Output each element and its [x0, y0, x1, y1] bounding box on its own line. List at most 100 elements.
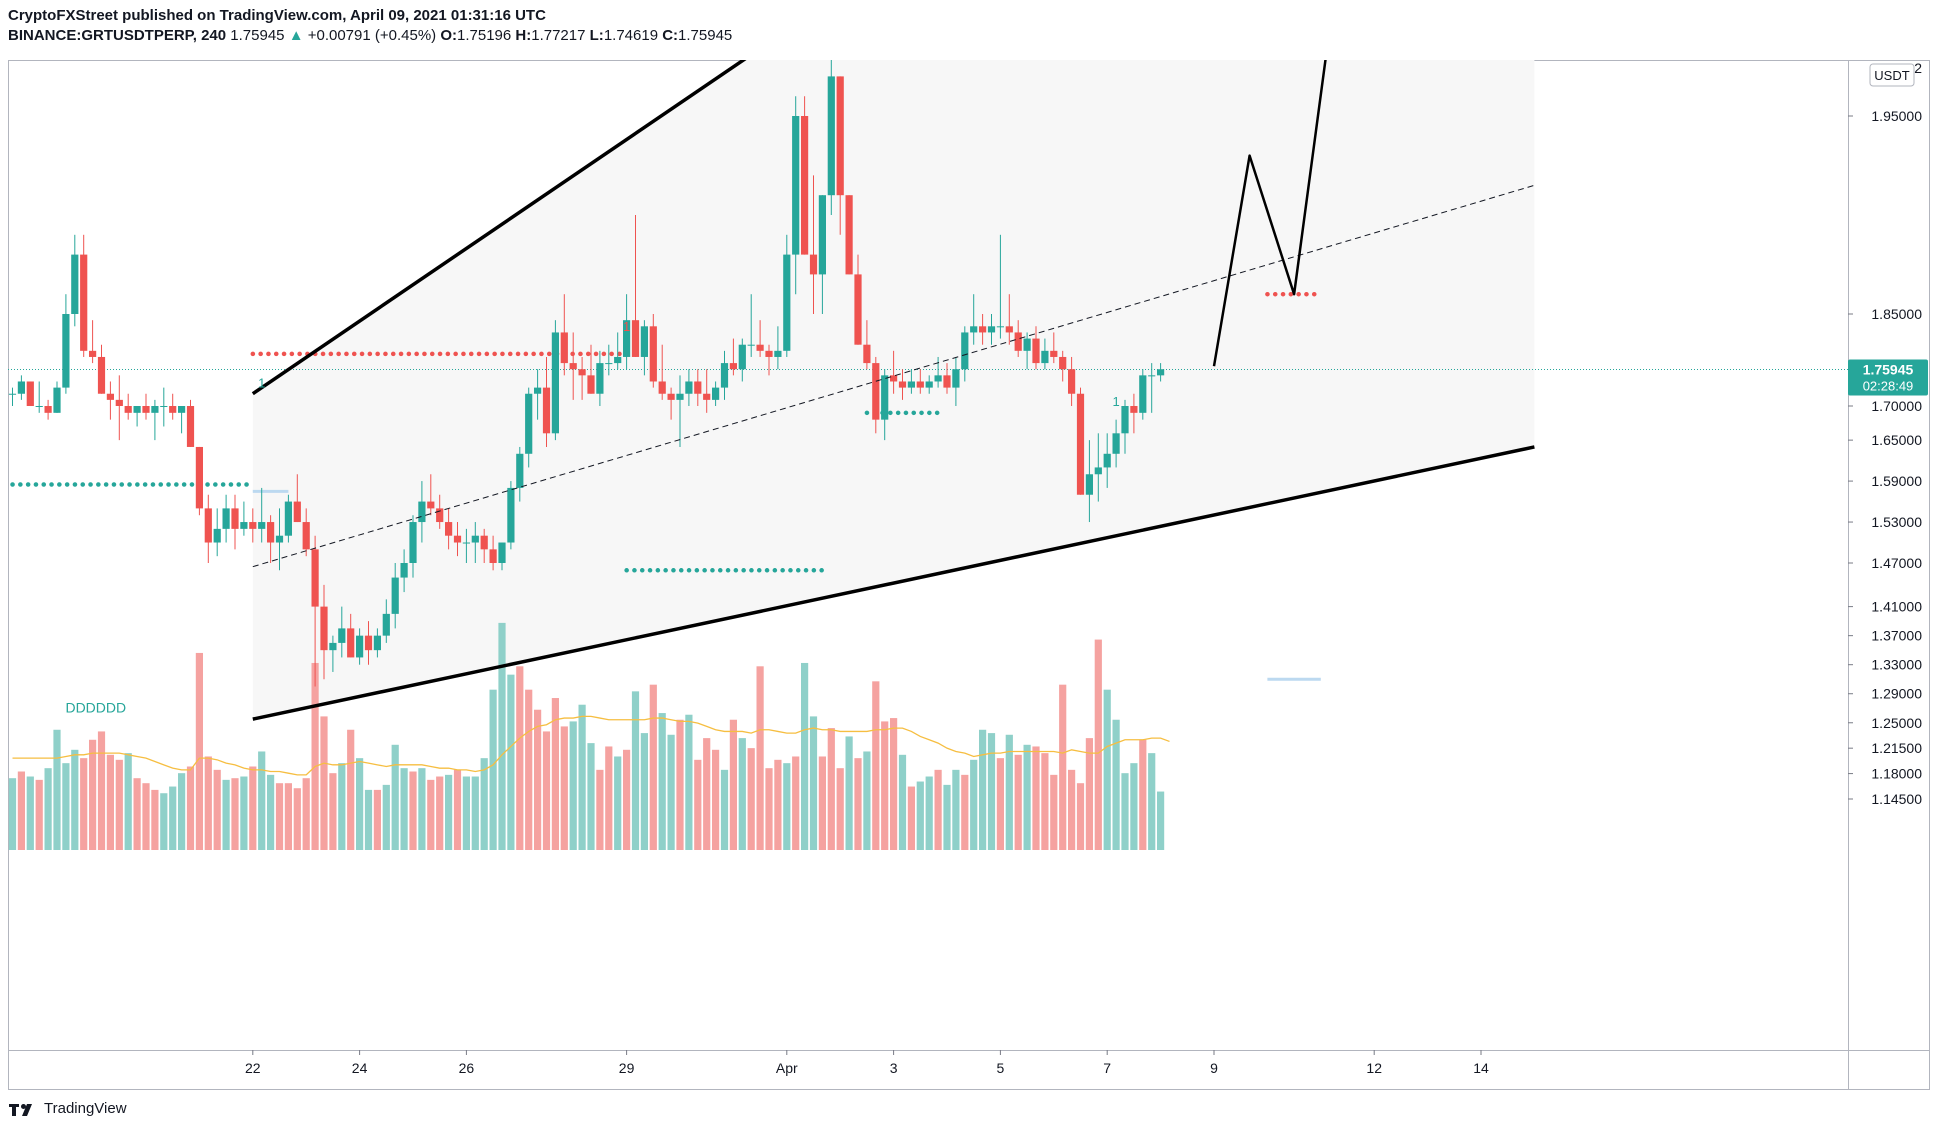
candle-body	[445, 522, 453, 536]
projection-line	[1212, 60, 1327, 367]
volume-bar	[249, 766, 257, 850]
time-tick-label: 3	[890, 1060, 898, 1076]
volume-bar	[400, 768, 408, 850]
candle-body	[489, 549, 497, 563]
candle-body	[1041, 350, 1049, 364]
candle-body	[8, 393, 17, 395]
price-tick-label: 1.14500	[1871, 791, 1922, 807]
price-chart[interactable]: 1111DDDDDD 1.145001.180001.215001.250001…	[8, 60, 1930, 1090]
candle-body	[996, 326, 1004, 328]
price-tick-label: 1.41000	[1871, 599, 1922, 615]
time-tick-label: 9	[1210, 1060, 1218, 1076]
bar-countdown: 02:28:49	[1863, 379, 1914, 394]
volume-bar	[560, 726, 568, 850]
candle-body	[898, 381, 907, 388]
volume-bar	[302, 778, 310, 850]
volume-bar	[418, 768, 426, 850]
candle-body	[747, 344, 755, 346]
volume-bar	[204, 756, 212, 850]
candle-body	[427, 501, 435, 509]
candle-body	[907, 381, 915, 388]
candle-body	[338, 628, 346, 643]
volume-bar	[765, 768, 773, 850]
candle-body	[186, 406, 195, 447]
open-value: 1.75196	[457, 27, 512, 44]
volume-bar	[801, 662, 809, 850]
volume-bar	[382, 784, 390, 850]
volume-bar	[1041, 753, 1049, 850]
volume-bar	[1032, 746, 1040, 850]
chart-header: CryptoFXStreet published on TradingView.…	[8, 6, 732, 46]
volume-bar	[542, 731, 551, 850]
volume-bar	[738, 738, 746, 850]
volume-bar	[427, 779, 435, 850]
volume-bar	[489, 689, 497, 850]
projection-path[interactable]	[1212, 60, 1361, 367]
volume-bar	[284, 783, 292, 850]
candle-body	[213, 528, 221, 543]
candle-body	[943, 375, 951, 388]
volume-bar	[640, 733, 648, 850]
volume-bar	[1023, 744, 1031, 850]
candles	[8, 60, 1165, 687]
volume-bar	[409, 771, 417, 850]
tradingview-logo-icon[interactable]	[8, 1101, 38, 1117]
candle-body	[685, 381, 693, 394]
time-axis[interactable]: 22 24 26 29 Apr 3 5 7 9 12 14	[245, 1050, 1489, 1076]
candle-body	[178, 406, 186, 413]
volume-bar	[578, 704, 586, 850]
candle-body	[1050, 350, 1058, 357]
volume-bar	[667, 734, 675, 850]
volume-bar	[17, 771, 25, 850]
candle-body	[26, 381, 34, 406]
volume-bar	[1076, 783, 1085, 850]
candle-body	[17, 381, 25, 394]
price-label-box	[1848, 359, 1928, 396]
volume-bar	[1059, 684, 1067, 850]
price-tick-label: 1.59000	[1871, 473, 1922, 489]
candle-body	[987, 326, 996, 333]
candle-body	[542, 387, 551, 434]
candle-body	[44, 406, 52, 413]
candle-body	[169, 406, 177, 413]
volume-bar	[703, 738, 711, 850]
volume-bar	[605, 746, 613, 850]
price-axis[interactable]: 1.14500 1.18000 1.21500 1.25000 1.29000 1.330…	[1848, 60, 1922, 807]
volume-bar	[987, 733, 996, 850]
candle-body	[1148, 375, 1156, 377]
volume-bar	[907, 786, 915, 850]
candle-body	[275, 535, 284, 543]
candle-body	[970, 326, 978, 333]
candle-body	[1121, 406, 1129, 434]
candle-body	[293, 501, 301, 523]
candle-body	[631, 320, 640, 357]
volume-bar	[845, 736, 853, 850]
channel-lines[interactable]	[251, 60, 1535, 721]
volume-bar	[587, 743, 595, 850]
tradingview-brand[interactable]: TradingView	[44, 1100, 127, 1117]
candle-body	[872, 363, 880, 420]
candle-body	[1103, 453, 1111, 468]
time-tick-label: 26	[459, 1060, 475, 1076]
signal-marker: 1	[1112, 394, 1119, 409]
symbol-label[interactable]: BINANCE:GRTUSDTPERP, 240	[8, 27, 227, 44]
volume-bar	[1103, 689, 1111, 850]
candle-body	[106, 393, 114, 400]
volume-bar	[970, 759, 978, 850]
candle-body	[480, 535, 488, 550]
candle-body	[836, 76, 844, 196]
candle-body	[587, 375, 595, 394]
candle-body	[979, 326, 987, 333]
signal-marker: 1	[623, 319, 630, 334]
candle-body	[453, 535, 462, 543]
volume-bar	[160, 793, 168, 850]
candle-body	[1023, 338, 1031, 351]
candle-body	[667, 393, 675, 400]
volume-bar	[783, 763, 791, 850]
volume-bar	[747, 748, 755, 850]
candle-body	[534, 387, 542, 394]
candle-body	[596, 363, 604, 394]
volume-bar	[329, 773, 337, 850]
candle-body	[640, 326, 648, 357]
candle-body	[605, 363, 613, 365]
